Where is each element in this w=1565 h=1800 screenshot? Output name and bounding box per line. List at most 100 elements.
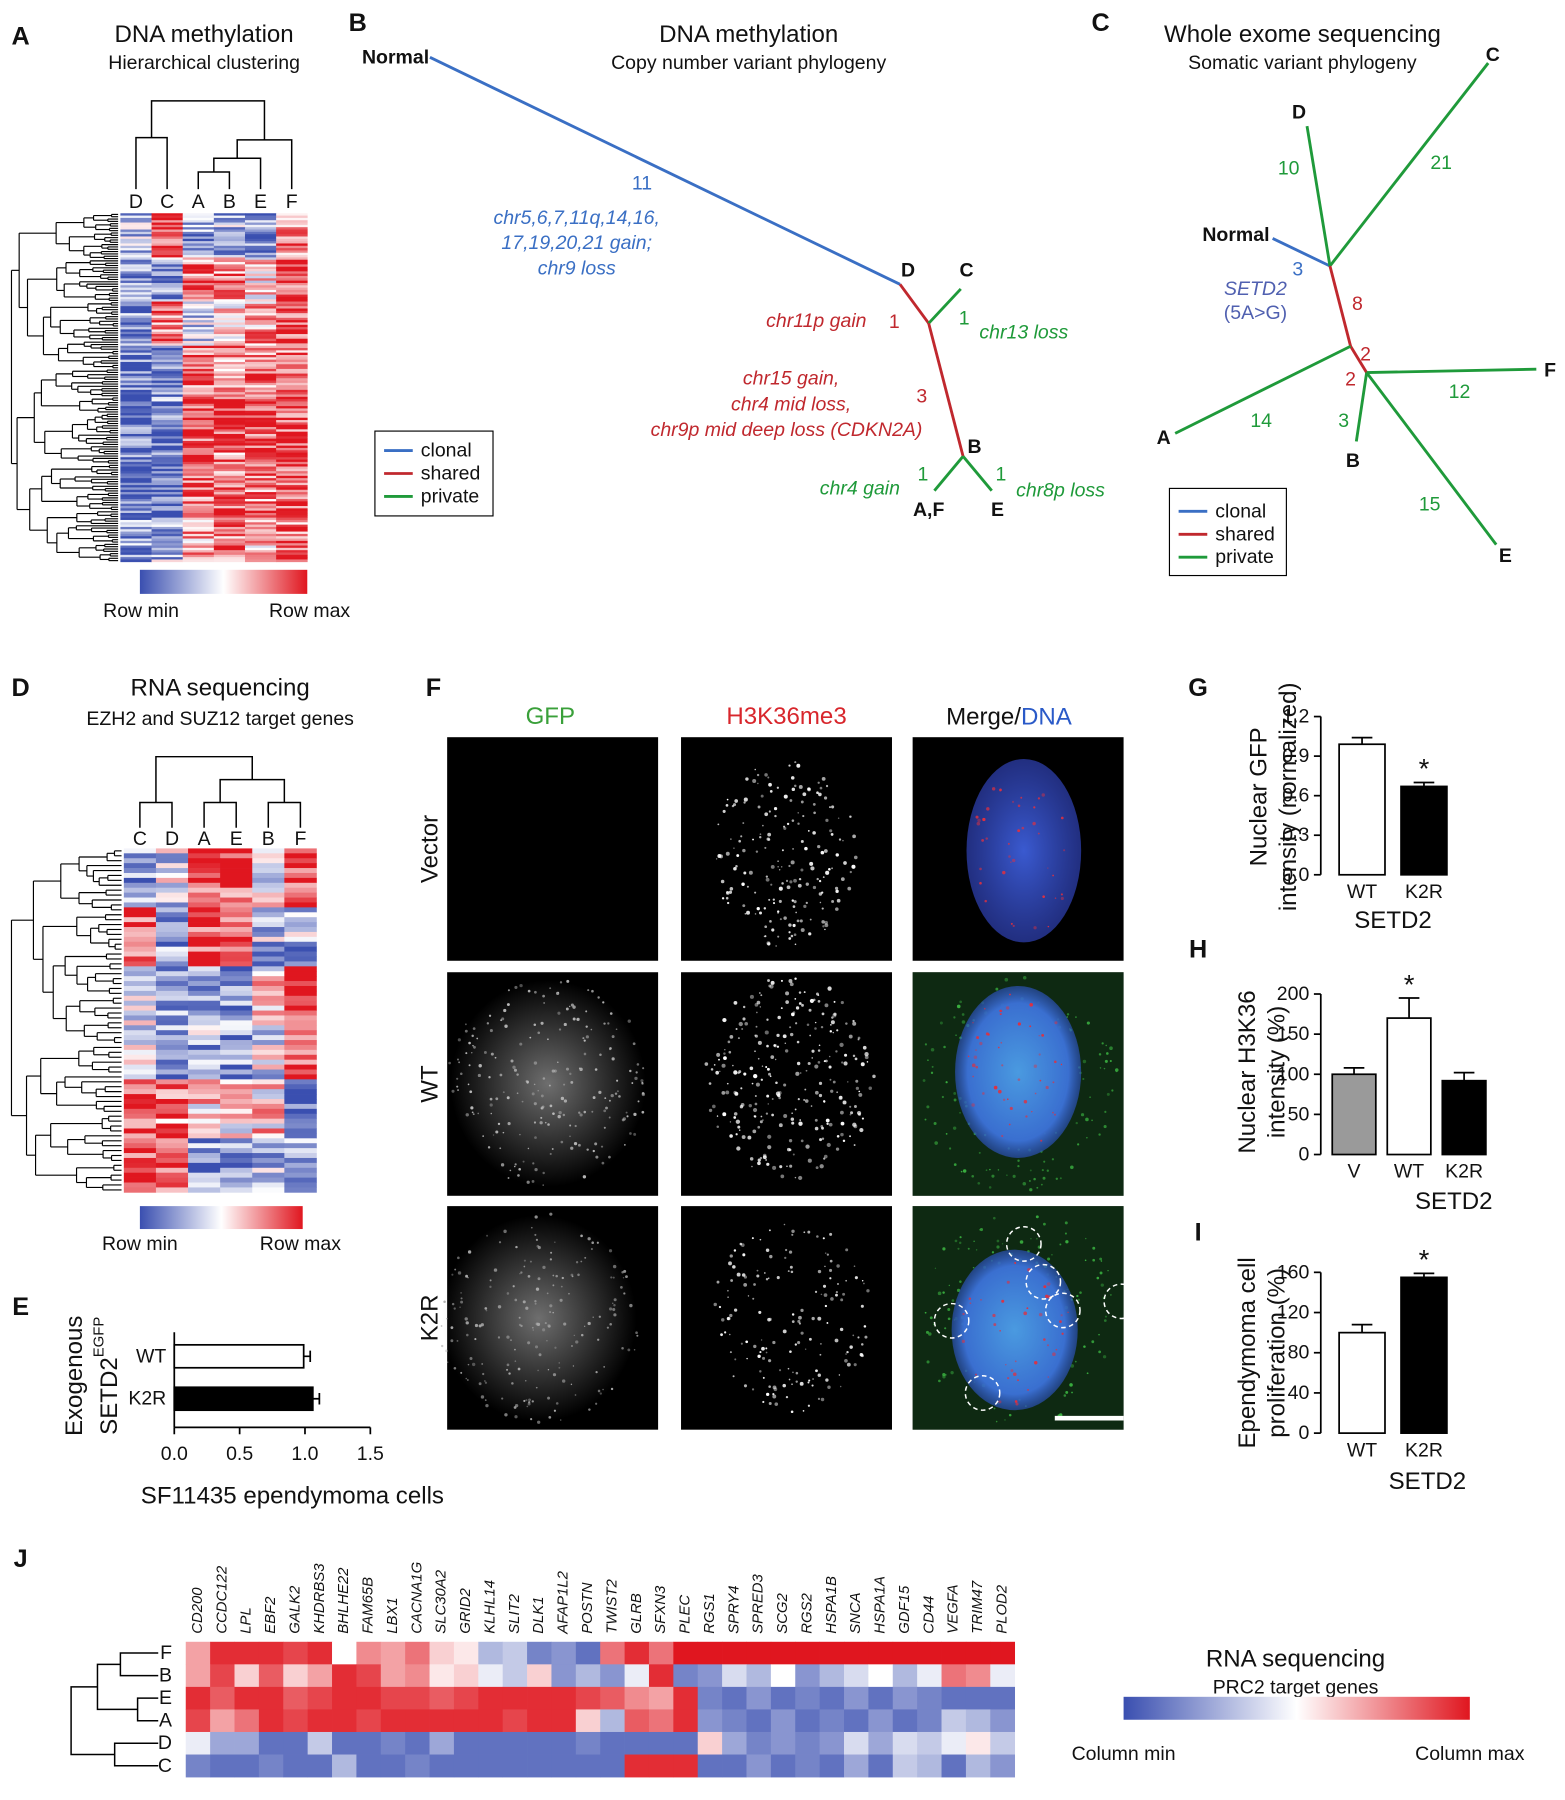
nucleus [955,985,1082,1158]
heatmap-texture [220,1054,253,1061]
heatmap-texture [284,1128,317,1134]
heatmap-cell [868,1686,894,1710]
speckle [864,1055,869,1060]
heatmap-texture [188,907,221,913]
gene-label: GDF15 [897,1585,913,1634]
speckle [772,1165,777,1170]
heatmap-texture [123,1025,157,1031]
speckle [785,1248,788,1252]
heatmap-texture [151,255,184,258]
speckle [631,1082,634,1085]
speckle [742,1005,746,1009]
heatmap-texture [182,387,215,391]
speckle [791,1313,795,1316]
speckle [773,1044,776,1047]
heatmap-texture [188,1049,221,1056]
speckle [716,1052,721,1057]
heatmap-texture [151,461,184,465]
heatmap-texture [276,317,308,321]
heatmap-texture [151,450,184,453]
heatmap-texture [151,496,184,500]
speckle [542,1171,545,1175]
speckle [558,1362,561,1364]
speckle [715,858,718,860]
heatmap-cell [185,1709,211,1733]
heatmap-texture [213,273,246,277]
heatmap-texture [188,951,221,957]
heatmap-texture [213,485,246,488]
speckle [757,1125,761,1129]
speckle [547,1123,550,1126]
speckle [803,1231,806,1234]
heatmap-texture [244,368,277,372]
speckle [810,866,815,871]
heatmap-texture [276,343,308,347]
heatmap-texture [276,238,308,242]
heatmap-texture [151,529,184,532]
heatmap-texture [182,327,215,330]
heatmap-texture [123,1020,157,1026]
heatmap-texture [244,327,277,330]
heatmap-texture [244,417,277,421]
heatmap-texture [284,922,317,928]
heatmap-texture [276,401,308,405]
heatmap-texture [151,257,184,261]
heatmap-texture [188,1025,221,1031]
heatmap-texture [188,931,221,938]
speckle [1052,1352,1056,1357]
heatmap-texture [284,1000,317,1006]
colorbar-label: Row max [260,1233,341,1255]
speckle [763,935,766,938]
speckle [610,1387,614,1391]
speckle [578,1111,581,1114]
speckle [465,1321,469,1325]
heatmap-texture [276,464,308,467]
heatmap-texture [151,352,184,356]
heatmap-texture [151,480,184,484]
speckle [571,1345,573,1347]
speckle [846,1350,849,1354]
heatmap-cell [478,1709,504,1733]
speckle [768,1072,771,1076]
speckle [1006,1098,1009,1101]
branch-count: 14 [1250,410,1272,432]
speckle [1106,1052,1109,1055]
heatmap-texture [120,420,152,423]
speckle [448,1061,451,1065]
heatmap-texture [182,533,215,537]
heatmap-cell [258,1754,284,1778]
heatmap-cell [600,1709,625,1733]
heatmap-texture [213,531,246,535]
heatmap-cell [429,1664,455,1688]
heatmap-texture [182,241,215,244]
speckle [468,1064,471,1067]
heatmap-cell [600,1754,625,1778]
heatmap-texture [188,990,221,997]
heatmap-texture [123,1074,157,1080]
heatmap-texture [151,533,184,537]
heatmap-texture [151,554,184,558]
speckle [735,1028,738,1031]
heatmap-texture [151,454,184,458]
speckle [993,1085,998,1090]
tree-node: B [1346,450,1360,472]
heatmap-texture [120,454,152,458]
speckle [962,1169,967,1173]
speckle [767,776,770,779]
speckle [623,1269,627,1273]
heatmap-texture [120,431,152,435]
speckle [842,1100,847,1105]
heatmap-texture [213,508,246,512]
heatmap-texture [220,872,253,879]
speckle [777,1015,781,1020]
heatmap-texture [120,248,152,251]
speckle [814,1064,819,1069]
speckle [1106,1092,1110,1096]
speckle [535,1287,540,1291]
speckle [501,1397,504,1400]
heatmap-texture [182,389,215,393]
speckle [713,1064,716,1066]
heatmap-texture [244,315,277,319]
heatmap-texture [188,1084,221,1090]
speckle [766,1044,769,1048]
